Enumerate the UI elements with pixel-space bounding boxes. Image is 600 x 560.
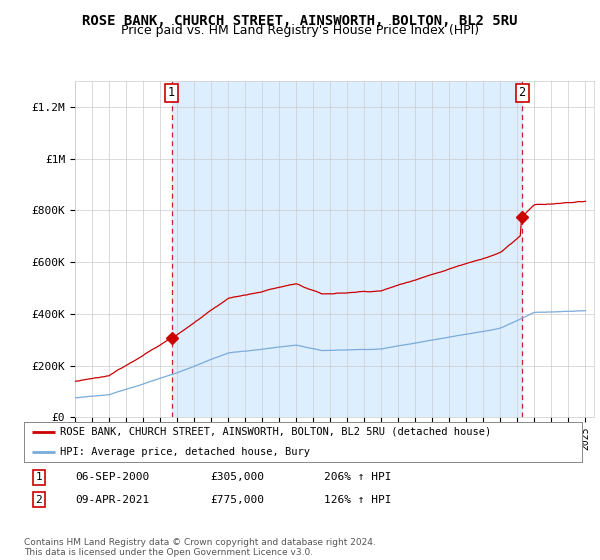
Text: ROSE BANK, CHURCH STREET, AINSWORTH, BOLTON, BL2 5RU (detached house): ROSE BANK, CHURCH STREET, AINSWORTH, BOL… <box>60 427 491 437</box>
Text: Price paid vs. HM Land Registry's House Price Index (HPI): Price paid vs. HM Land Registry's House … <box>121 24 479 37</box>
Text: 09-APR-2021: 09-APR-2021 <box>75 494 149 505</box>
Text: Contains HM Land Registry data © Crown copyright and database right 2024.
This d: Contains HM Land Registry data © Crown c… <box>24 538 376 557</box>
Text: ROSE BANK, CHURCH STREET, AINSWORTH, BOLTON, BL2 5RU: ROSE BANK, CHURCH STREET, AINSWORTH, BOL… <box>82 14 518 28</box>
Text: 2: 2 <box>35 494 43 505</box>
Text: 2: 2 <box>518 86 526 100</box>
Text: £305,000: £305,000 <box>210 472 264 482</box>
Text: 06-SEP-2000: 06-SEP-2000 <box>75 472 149 482</box>
Text: £775,000: £775,000 <box>210 494 264 505</box>
Text: 1: 1 <box>35 472 43 482</box>
Text: 206% ↑ HPI: 206% ↑ HPI <box>324 472 392 482</box>
Text: 126% ↑ HPI: 126% ↑ HPI <box>324 494 392 505</box>
Text: HPI: Average price, detached house, Bury: HPI: Average price, detached house, Bury <box>60 447 310 457</box>
Bar <box>172 81 522 417</box>
Text: 1: 1 <box>168 86 175 100</box>
